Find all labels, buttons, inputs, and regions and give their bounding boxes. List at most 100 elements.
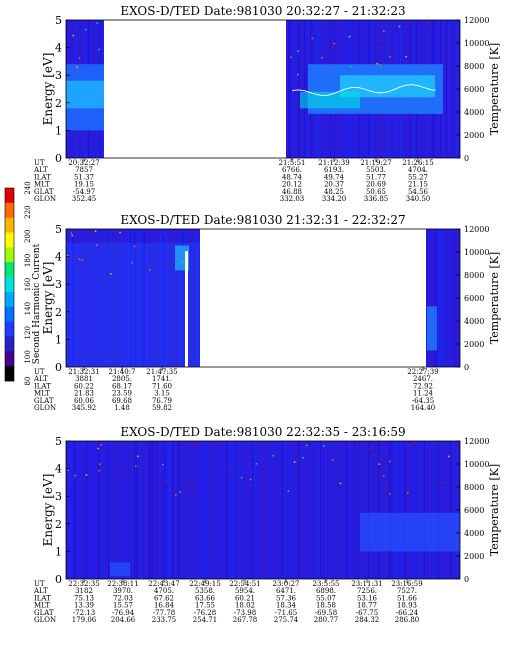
colorbar-tick-label: 220 — [24, 205, 32, 218]
orbit-value: 6193. — [324, 166, 344, 174]
colorbar-segment — [5, 217, 14, 233]
orbit-row-label: ALT — [33, 375, 48, 383]
hot-pixel — [179, 491, 181, 493]
chart-title: EXOS-D/TED Date:981030 21:32:31 - 22:32:… — [120, 213, 405, 227]
hot-pixel — [378, 463, 381, 465]
spectrogram-streak — [132, 229, 134, 367]
orbit-value: 59.82 — [152, 404, 172, 412]
orbit-value: 3.15 — [154, 390, 170, 398]
orbit-value: 72.03 — [113, 594, 133, 602]
hot-pixel — [426, 22, 429, 25]
spectrogram-streak — [140, 441, 142, 579]
orbit-value: 16.84 — [154, 602, 175, 610]
spectrogram-streak — [448, 20, 450, 158]
hot-pixel — [407, 492, 409, 494]
y2-axis-label: Temperature [K] — [488, 43, 501, 135]
spectrogram-streak — [252, 441, 254, 579]
orbit-value: 50.65 — [366, 188, 386, 196]
orbit-value: 76.79 — [152, 397, 172, 405]
orbit-value: 72.92 — [413, 382, 433, 390]
orbit-value: 21:19:27 — [360, 159, 391, 167]
orbit-value: 55.27 — [408, 173, 428, 181]
colorbar: 240 220 200 180 160 140 120 100 80 Second Harmoni… — [4, 181, 42, 385]
orbit-value: 23:16:59 — [391, 580, 422, 588]
y2-tick-label: 8000 — [464, 483, 484, 492]
orbit-value: 60.22 — [74, 382, 94, 390]
hot-pixel — [98, 48, 100, 51]
colorbar-segment — [5, 351, 14, 367]
spectrogram-streak — [418, 441, 420, 579]
spectrogram-streak — [442, 441, 444, 579]
spectrogram-streak — [138, 229, 140, 367]
hot-pixel — [81, 259, 84, 261]
hot-pixel — [440, 482, 442, 484]
spectrogram-streak — [66, 441, 68, 579]
hot-pixel — [333, 42, 336, 45]
orbit-value: 53.16 — [357, 594, 378, 602]
spectrogram-streak — [90, 441, 92, 579]
orbit-value: 22:54:51 — [229, 580, 260, 588]
spectrogram-streak — [388, 441, 390, 579]
orbit-value: 46.88 — [282, 188, 302, 196]
y2-tick-label: 2000 — [464, 340, 484, 349]
orbit-value: -76.28 — [194, 609, 216, 617]
orbit-value: 5503. — [366, 166, 386, 174]
hot-pixel — [350, 65, 352, 68]
spectrogram-streak — [298, 20, 300, 158]
spectrogram-streak — [98, 229, 100, 367]
hot-pixel — [389, 493, 391, 495]
spectrogram-streak — [196, 229, 198, 367]
spectrogram-streak — [104, 229, 106, 367]
orbit-value: -71.65 — [275, 609, 297, 617]
orbit-row-label: UT — [34, 159, 45, 167]
y2-tick-label: 12000 — [464, 225, 489, 234]
spectrogram-streak — [146, 229, 148, 367]
orbit-value: 7256. — [357, 587, 377, 595]
spectrogram-streak — [292, 20, 294, 158]
spectrogram-streak — [168, 441, 170, 579]
hot-pixel — [66, 255, 69, 257]
spectrogram-streak — [290, 441, 292, 579]
spectrogram-streak — [282, 441, 284, 579]
spectrogram-streak — [166, 229, 168, 367]
spectrogram-streak — [110, 441, 112, 579]
orbit-value: 334.20 — [322, 195, 347, 203]
orbit-value: 336.85 — [364, 195, 389, 203]
hot-pixel — [182, 261, 184, 264]
y2-tick-label: 0 — [464, 575, 469, 584]
spectrogram-streak — [228, 441, 230, 579]
hot-pixel — [186, 483, 189, 485]
spectrogram-streak — [74, 441, 76, 579]
y-tick-label: 3 — [55, 490, 62, 503]
hot-pixel — [67, 469, 69, 471]
orbit-value: 22:38:11 — [107, 580, 138, 588]
hot-pixel — [331, 46, 334, 48]
hot-pixel — [398, 25, 401, 28]
hot-pixel — [287, 490, 290, 492]
colorbar-segment — [5, 336, 14, 352]
spectrogram-streak — [92, 441, 94, 579]
spectrogram-streak — [78, 441, 80, 579]
y-tick-label: 0 — [55, 152, 62, 165]
colorbar-label: Second Harmonic Current — [32, 243, 42, 364]
orbit-value: 48.74 — [282, 173, 303, 181]
hot-pixel — [348, 35, 351, 38]
orbit-value: 5954. — [235, 587, 255, 595]
orbit-row-label: GLON — [34, 195, 56, 203]
y-tick-label: 2 — [55, 518, 62, 531]
hot-pixel — [379, 64, 382, 66]
hot-pixel — [100, 444, 102, 446]
orbit-row-label: ILAT — [34, 173, 51, 181]
spectrogram-streak — [96, 229, 98, 367]
orbit-value: 233.75 — [152, 616, 177, 624]
hot-pixel — [96, 244, 98, 246]
spectrogram-streak — [86, 441, 88, 579]
y2-tick-label: 12000 — [464, 437, 489, 446]
spectrogram-streak — [284, 441, 286, 579]
spectrogram-streak — [238, 441, 240, 579]
colorbar-segment — [5, 277, 14, 293]
spectrogram-streak — [142, 229, 144, 367]
orbit-value: 18.02 — [235, 602, 255, 610]
spectrogram-streak — [184, 229, 186, 367]
